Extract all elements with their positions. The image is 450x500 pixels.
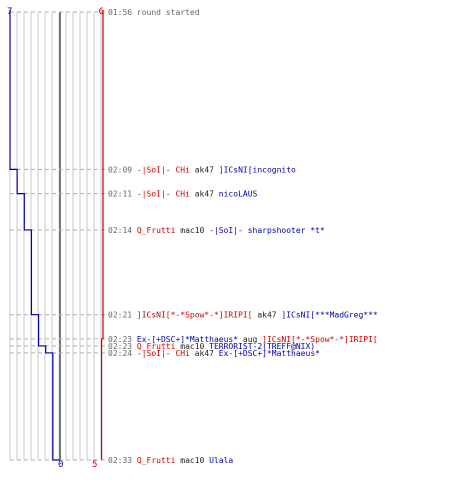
event-part: ]ICsNI[incognito: [214, 165, 296, 174]
event-row: 02:23 Ex-[+DSC+]*Matthaeus* aug ]ICsNI[*…: [108, 335, 378, 344]
event-row: 01:56 round started: [108, 8, 200, 17]
event-row: 02:14 Q_Frutti mac10 -|SoI|- sharpshoote…: [108, 226, 325, 235]
event-time: 02:21: [108, 311, 137, 320]
event-row: 02:23 Q_Frutti mac10 TERRORIST-2(TREFF@N…: [108, 342, 315, 351]
blue-team-end-count: 0: [58, 460, 63, 470]
event-part: ak47: [190, 190, 214, 199]
event-guide-lines: [10, 11, 106, 461]
blue-team-step-line: [9, 10, 60, 461]
event-time: 02:24: [108, 349, 137, 358]
event-part: nicoLAUS: [214, 190, 258, 199]
event-part: ak47: [190, 349, 214, 358]
event-part: ak47: [190, 165, 214, 174]
event-part: Ex-[+DSC+]*Matthaeus*: [137, 335, 238, 344]
event-part: mac10: [175, 342, 204, 351]
red-team-end-count: 5: [92, 460, 97, 470]
event-labels: 01:56 round started 02:09 -|SoI|- CHi ak4…: [108, 8, 378, 465]
event-part: mac10: [175, 226, 204, 235]
event-time: 02:23: [108, 342, 137, 351]
event-part: ak47: [253, 311, 277, 320]
event-part: mac10: [175, 456, 204, 465]
event-time: 01:56: [108, 8, 137, 17]
grid-lines: [9, 12, 102, 460]
event-time: 02:33: [108, 456, 137, 465]
event-part: ]ICsNI[*-*Spow*-*]IRIPI[: [137, 311, 253, 320]
event-part: TERRORIST-2(TREFF@NIX): [204, 342, 315, 351]
red-team-start-count: 6: [99, 7, 104, 17]
blue-team-start-count: 7: [7, 7, 12, 17]
event-row: 02:11 -|SoI|- CHi ak47 nicoLAUS: [108, 190, 258, 199]
event-part: aug: [238, 335, 257, 344]
event-row: 02:24 -|SoI|- CHi ak47 Ex-[+DSC+]*Mattha…: [108, 349, 320, 358]
event-part: -|SoI|- CHi: [137, 190, 190, 199]
event-time: 02:23: [108, 335, 137, 344]
event-row: 02:09 -|SoI|- CHi ak47 ]ICsNI[incognito: [108, 165, 296, 174]
event-time: 02:11: [108, 190, 137, 199]
event-part: ]ICsNI[***MadGreg***: [277, 311, 378, 320]
event-part: -|SoI|- sharpshooter *t*: [204, 226, 325, 235]
event-part: Ex-[+DSC+]*Matthaeus*: [214, 349, 320, 358]
event-time: 02:14: [108, 226, 137, 235]
event-part: -|SoI|- CHi: [137, 165, 190, 174]
red-team-step-line: [100, 10, 104, 460]
event-part: Q_Frutti: [137, 226, 176, 235]
event-row: 02:33 Q_Frutti mac10 Ulala: [108, 456, 233, 465]
event-part: Q_Frutti: [137, 342, 176, 351]
event-part: Ulala: [204, 456, 233, 465]
team-count-steps: [9, 10, 104, 461]
event-part: round started: [137, 8, 200, 17]
event-part: Q_Frutti: [137, 456, 176, 465]
event-time: 02:09: [108, 165, 137, 174]
event-part: ]ICsNI[*-*Spow*-*]IRIPI[: [257, 335, 377, 344]
event-part: -|SoI|- CHi: [137, 349, 190, 358]
event-row: 02:21 ]ICsNI[*-*Spow*-*]IRIPI[ ak47 ]ICs…: [108, 311, 378, 320]
